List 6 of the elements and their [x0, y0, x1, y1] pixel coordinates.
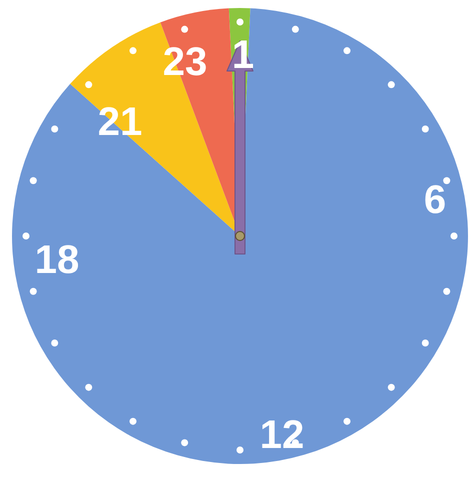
text: 1 [232, 33, 254, 77]
text: 18 [34, 238, 80, 282]
text: 6 [424, 178, 446, 222]
text: 12 [260, 413, 304, 457]
text: 23 [162, 40, 208, 84]
pie-slice [12, 8, 468, 464]
